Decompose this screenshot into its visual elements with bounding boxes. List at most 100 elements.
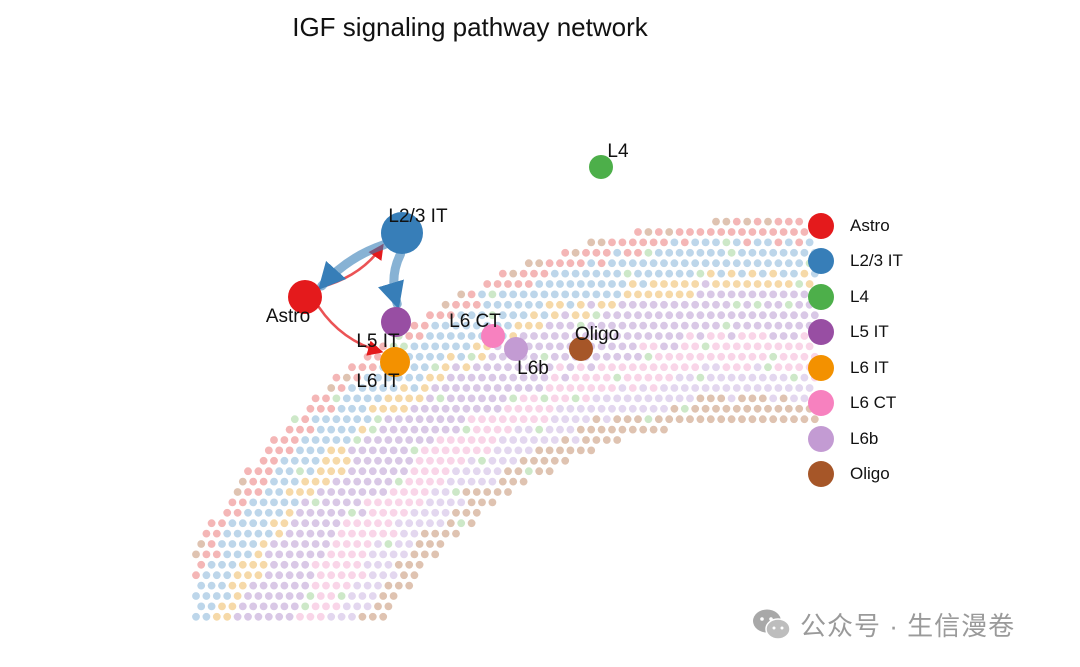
tissue-spot	[774, 238, 783, 247]
tissue-spot	[420, 321, 429, 330]
tissue-spot	[712, 300, 720, 309]
tissue-spot	[795, 342, 804, 351]
tissue-spot	[322, 581, 330, 590]
tissue-spot	[524, 425, 533, 434]
tissue-spot	[467, 394, 476, 403]
network-nodes	[288, 155, 613, 377]
tissue-spot	[618, 321, 627, 330]
tissue-spot	[327, 550, 336, 559]
tissue-spot	[795, 217, 804, 226]
tissue-spot	[259, 477, 268, 486]
tissue-spot	[322, 540, 330, 548]
tissue-spot	[498, 456, 507, 465]
tissue-spot	[649, 238, 658, 247]
tissue-spot	[727, 394, 736, 403]
tissue-spot	[722, 300, 731, 309]
tissue-spot	[431, 321, 440, 330]
tissue-spot	[259, 602, 268, 611]
tissue-spot	[639, 321, 648, 330]
tissue-spot	[701, 321, 710, 330]
tissue-spot	[337, 446, 346, 455]
tissue-spot	[394, 540, 403, 548]
tissue-spot	[327, 571, 336, 580]
tissue-spot	[670, 238, 679, 247]
tissue-spot	[488, 311, 497, 320]
node-astro	[288, 280, 322, 314]
tissue-spot	[732, 238, 741, 247]
tissue-spot	[327, 488, 336, 496]
tissue-spot	[264, 571, 273, 580]
tissue-spot	[701, 259, 710, 268]
tissue-spot	[259, 540, 268, 548]
tissue-spot	[509, 456, 518, 465]
tissue-spot	[680, 321, 689, 330]
tissue-spot	[582, 415, 590, 424]
tissue-spot	[764, 300, 772, 309]
tissue-spot	[576, 321, 585, 330]
legend-item: Astro	[808, 208, 903, 244]
tissue-spot	[779, 290, 788, 299]
tissue-spot	[561, 436, 570, 444]
tissue-spot	[686, 373, 694, 382]
tissue-spot	[628, 280, 637, 288]
tissue-spot	[660, 342, 668, 351]
tissue-spot	[420, 467, 429, 476]
tissue-spot	[680, 259, 689, 268]
legend-item: L5 IT	[808, 315, 903, 351]
tissue-spot	[301, 415, 310, 424]
tissue-spot	[462, 363, 471, 372]
tissue-spot	[483, 404, 492, 413]
tissue-spot	[696, 352, 705, 361]
tissue-spot	[758, 311, 767, 320]
tissue-spot	[509, 373, 518, 382]
tissue-spot	[337, 592, 346, 600]
tissue-spot	[207, 602, 216, 611]
tissue-spot	[556, 363, 564, 372]
tissue-spot	[228, 581, 237, 590]
tissue-spot	[301, 456, 310, 465]
tissue-spot	[306, 508, 315, 517]
tissue-spot	[686, 228, 694, 236]
tissue-spot	[244, 550, 252, 559]
tissue-spot	[550, 436, 559, 444]
tissue-spot	[483, 467, 492, 476]
tissue-spot	[244, 467, 252, 476]
tissue-spot	[795, 321, 804, 330]
tissue-spot	[452, 529, 460, 538]
tissue-spot	[535, 446, 544, 455]
tissue-spot	[608, 238, 616, 247]
tissue-spot	[764, 217, 772, 226]
tissue-spot	[540, 394, 549, 403]
tissue-spot	[379, 571, 388, 580]
tissue-spot	[769, 248, 778, 257]
tissue-spot	[493, 363, 502, 372]
tissue-spot	[571, 436, 580, 444]
tissue-spot	[410, 488, 419, 496]
tissue-spot	[680, 384, 689, 392]
tissue-spot	[462, 384, 471, 392]
tissue-spot	[691, 404, 700, 413]
tissue-spot	[618, 238, 627, 247]
tissue-spot	[654, 332, 663, 340]
tissue-spot	[254, 592, 263, 600]
tissue-spot	[524, 363, 533, 372]
tissue-spot	[597, 384, 606, 392]
tissue-spot	[290, 498, 299, 507]
tissue-spot	[436, 352, 445, 361]
tissue-spot	[660, 280, 668, 288]
tissue-spot	[493, 488, 502, 496]
tissue-spot	[311, 415, 320, 424]
tissue-spot	[634, 332, 642, 340]
watermark-text: 公众号 · 生信漫卷	[800, 611, 1016, 641]
tissue-spot	[717, 311, 726, 320]
tissue-spot	[680, 342, 689, 351]
tissue-spot	[472, 446, 481, 455]
tissue-spot	[514, 384, 523, 392]
tissue-spot	[545, 467, 554, 476]
tissue-spot	[467, 519, 476, 528]
tissue-spot	[717, 415, 726, 424]
tissue-spot	[389, 488, 398, 496]
tissue-spot	[696, 311, 705, 320]
tissue-spot	[467, 373, 476, 382]
tissue-spot	[446, 456, 455, 465]
